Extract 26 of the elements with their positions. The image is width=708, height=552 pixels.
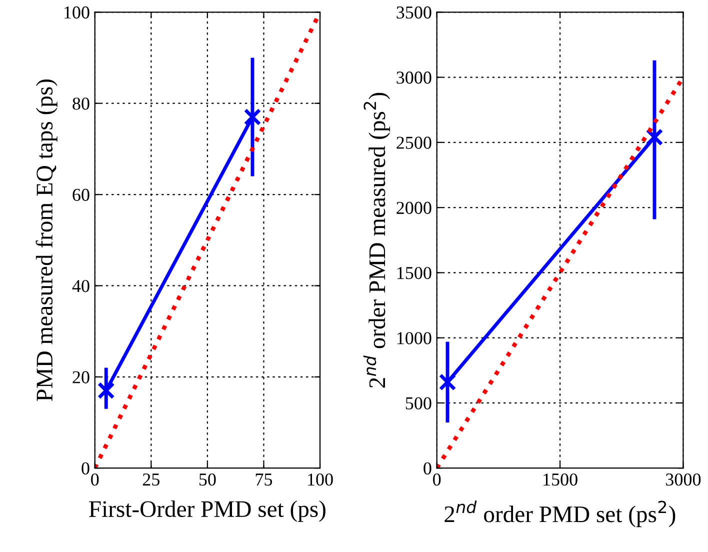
x-tick-label: 75 (256, 474, 272, 486)
y-tick-label: 0 (82, 462, 90, 475)
x-tick-label: 50 (199, 473, 216, 486)
x-tick-label: 3000 (666, 473, 701, 486)
y-tick-label: 100 (64, 6, 90, 19)
y-tick-label: 60 (72, 188, 90, 201)
x-axis-title: First-Order PMD set (ps) (89, 500, 326, 522)
y-tick-label: 20 (72, 371, 90, 384)
y-tick-label: 80 (72, 98, 90, 110)
y-tick-label: 2500 (396, 136, 432, 149)
y-tick-label: 2000 (396, 202, 432, 214)
y-axis-title: 2$^{nd}$ order PMD measured (ps$^{2}$) (363, 92, 390, 388)
y-tick-label: 1000 (397, 332, 432, 344)
x-tick-label: 25 (142, 474, 160, 486)
x-tick-label: 0 (91, 473, 99, 486)
x-axis-title: 2$^{nd}$ order PMD set (ps$^{2}$) (444, 500, 676, 528)
x-tick-label: 1500 (544, 473, 578, 486)
y-tick-label: 40 (72, 280, 90, 292)
y-axis-title: PMD measured from EQ taps (ps) (36, 80, 58, 402)
x-tick-label: 0 (433, 473, 441, 486)
y-tick-label: 3500 (396, 6, 432, 19)
y-tick-label: 0 (424, 462, 432, 475)
y-tick-label: 3000 (396, 72, 432, 84)
x-tick-label: 100 (308, 473, 333, 486)
y-tick-label: 1500 (397, 266, 432, 280)
y-tick-label: 500 (406, 397, 432, 410)
